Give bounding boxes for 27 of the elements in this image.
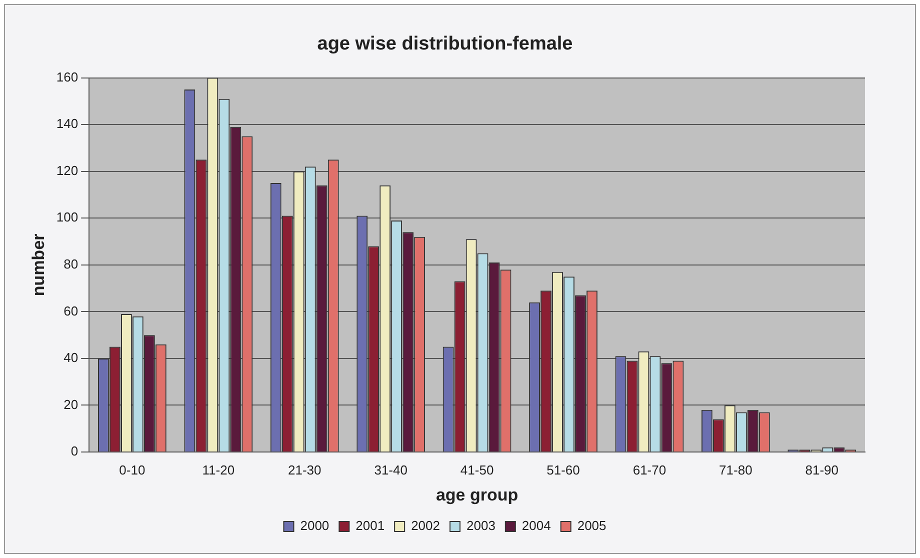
- x-tick-label: 41-50: [460, 462, 494, 478]
- x-axis-title: age group: [436, 485, 518, 504]
- legend-label: 2000: [300, 518, 330, 534]
- y-tick-label: 40: [64, 350, 78, 366]
- legend-label: 2002: [411, 518, 440, 534]
- y-axis-title: number: [28, 233, 48, 296]
- chart-title: age wise distribution-female: [317, 34, 573, 55]
- x-tick-label: 11-20: [202, 462, 235, 478]
- y-tick-label: 20: [64, 396, 78, 412]
- y-tick-label: 0: [70, 444, 78, 459]
- x-tick-label: 51-60: [546, 462, 580, 478]
- y-tick-label: 80: [64, 256, 78, 272]
- legend-label: 2005: [577, 518, 606, 534]
- y-tick-label: 100: [56, 210, 78, 225]
- x-tick-label: 0-10: [119, 462, 146, 478]
- legend-label: 2003: [466, 518, 496, 534]
- y-tick-label: 160: [56, 69, 78, 84]
- x-tick-label: 61-70: [632, 462, 666, 478]
- x-tick-label: 81-90: [805, 462, 839, 478]
- legend-label: 2001: [356, 518, 385, 534]
- legend-label: 2004: [522, 518, 551, 534]
- x-tick-label: 31-40: [374, 462, 408, 478]
- y-tick-label: 120: [56, 162, 78, 178]
- x-tick-label: 21-30: [288, 462, 322, 478]
- y-tick-label: 60: [64, 303, 78, 318]
- y-tick-label: 140: [56, 116, 78, 132]
- x-tick-label: 71-80: [719, 462, 752, 478]
